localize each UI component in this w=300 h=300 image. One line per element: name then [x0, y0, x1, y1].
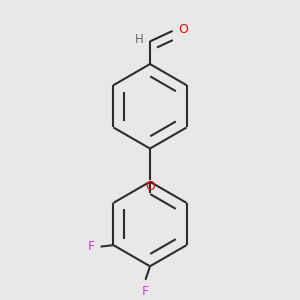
Text: F: F	[88, 240, 95, 253]
Text: H: H	[135, 32, 144, 46]
Text: O: O	[178, 23, 188, 36]
Text: F: F	[142, 285, 149, 298]
Text: O: O	[145, 180, 155, 193]
